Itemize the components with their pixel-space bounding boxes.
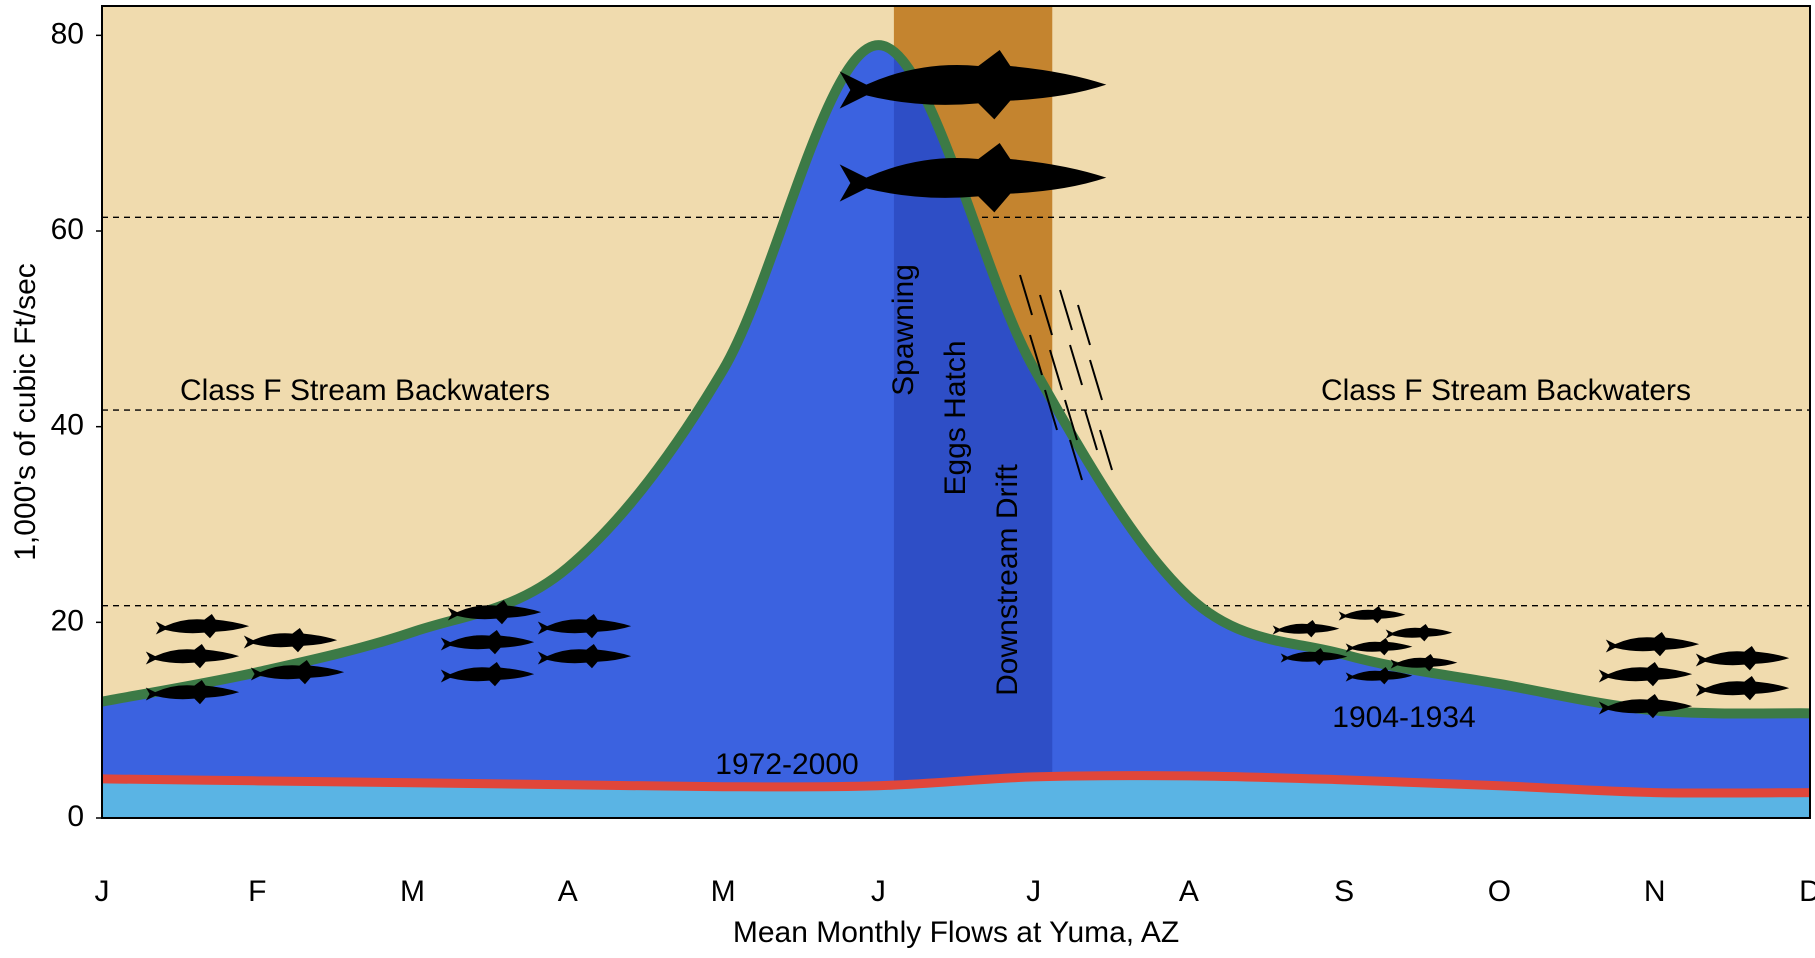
annotation: Downstream Drift <box>991 463 1024 695</box>
annotation: Class F Stream Backwaters <box>180 374 550 407</box>
y-tick-label: 60 <box>51 213 84 246</box>
x-axis-title: Mean Monthly Flows at Yuma, AZ <box>733 916 1179 949</box>
x-tick-label: F <box>248 875 266 908</box>
x-tick-label: J <box>871 875 886 908</box>
x-tick-label: J <box>95 875 110 908</box>
larvae-illustration <box>1019 274 1113 481</box>
y-axis-title: 1,000's of cubic Ft/sec <box>9 263 42 561</box>
annotation: Eggs Hatch <box>939 340 972 495</box>
larvae-strokes <box>1019 274 1113 481</box>
y-tick-label: 20 <box>51 604 84 637</box>
series-label: 1904-1934 <box>1332 701 1475 734</box>
series-line <box>101 40 1811 719</box>
x-tick-label: M <box>400 875 425 908</box>
x-tick-label: A <box>1179 875 1199 908</box>
annotation: Spawning <box>887 264 920 396</box>
x-tick-label: D <box>1799 875 1815 908</box>
y-tick-label: 80 <box>51 17 84 50</box>
annotation: Class F Stream Backwaters <box>1321 374 1691 407</box>
series-line <box>101 771 1811 798</box>
x-tick-label: O <box>1488 875 1511 908</box>
x-tick-label: J <box>1026 875 1041 908</box>
series-label: 1972-2000 <box>715 748 858 781</box>
x-tick-label: M <box>711 875 736 908</box>
x-tick-label: A <box>558 875 578 908</box>
y-tick-label: 40 <box>51 409 84 442</box>
x-tick-label: N <box>1644 875 1666 908</box>
y-tick-label: 0 <box>67 800 84 833</box>
plot-frame <box>101 5 1811 819</box>
x-tick-label: S <box>1334 875 1354 908</box>
